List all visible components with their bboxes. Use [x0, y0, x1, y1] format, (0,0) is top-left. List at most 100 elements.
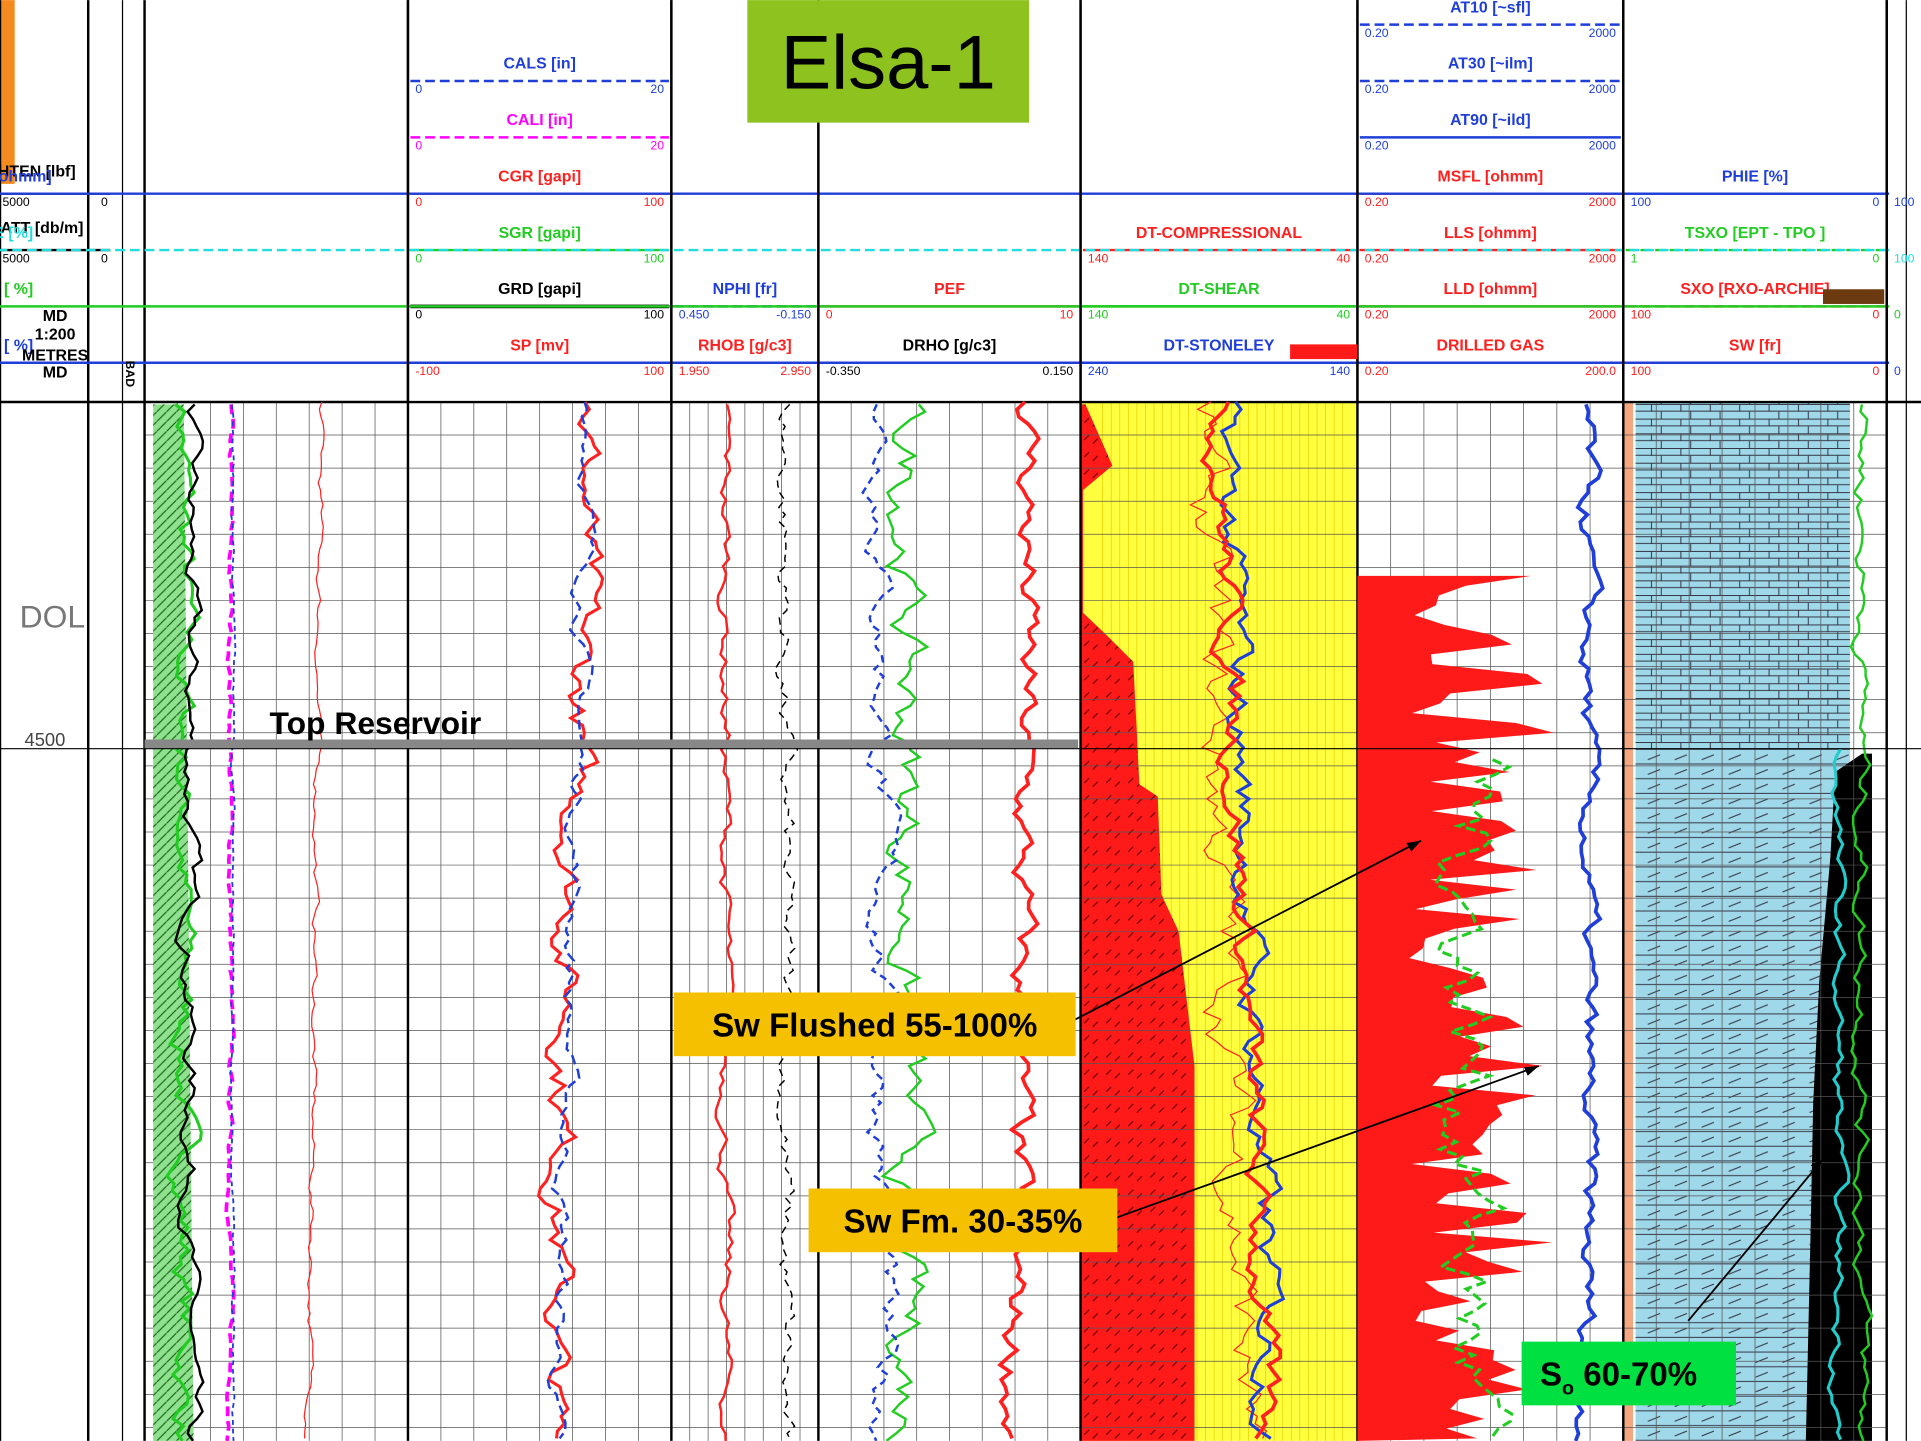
- curve-name: DT-SHEAR: [1178, 281, 1260, 298]
- scale-left: 1.950: [679, 364, 710, 378]
- curve-name: VSH [ %]: [0, 338, 33, 355]
- curve-name: EATT [db/m]: [0, 220, 83, 237]
- depth-label: 4500: [25, 729, 66, 750]
- scale-right: 0.150: [1043, 364, 1074, 378]
- title: Elsa-1: [781, 20, 996, 105]
- header-cover: [1624, 0, 1886, 401]
- curve-name: MSFL [ohmm]: [1437, 168, 1543, 185]
- scale-right: 40: [1336, 308, 1350, 322]
- gas-legend: [1290, 344, 1358, 360]
- scale-right: 200.0: [1585, 364, 1616, 378]
- scale-left: 100: [1631, 195, 1652, 209]
- scale-right: 0: [101, 195, 108, 209]
- scale-left: 0.20: [1365, 308, 1389, 322]
- scale-left: 0: [415, 139, 422, 153]
- scale-left: 0: [1894, 364, 1901, 378]
- accent-bar: [0, 0, 15, 184]
- log-curve: [303, 401, 325, 1439]
- curve-name: DRHO [g/c3]: [903, 338, 997, 355]
- log-curve: [772, 403, 799, 1441]
- scale-left: 0: [826, 308, 833, 322]
- gr-fill: [153, 404, 194, 1441]
- scale-left: 0.20: [1365, 139, 1389, 153]
- scale-left: 0: [415, 308, 422, 322]
- scale-right: 20: [650, 82, 664, 96]
- arrow-head: [1524, 1065, 1539, 1076]
- scale-left: 0: [415, 251, 422, 265]
- scale-right: 2000: [1589, 251, 1616, 265]
- curve-name: SGR [gapi]: [499, 225, 581, 242]
- log-curve: [1826, 747, 1851, 1441]
- depth-header: MD: [43, 308, 68, 325]
- lithology-edge: [1623, 401, 1634, 1441]
- scale-right: -0.150: [776, 308, 811, 322]
- scale-left: 5000: [2, 195, 29, 209]
- scale-right: 100: [644, 251, 665, 265]
- curve-name: SW [fr]: [1729, 338, 1781, 355]
- curve-name: PHIE [%]: [1722, 168, 1788, 185]
- curve-name: LLD [ohmm]: [1444, 281, 1538, 298]
- curve-name: HTEN [lbf]: [0, 164, 76, 181]
- scale-right: 0: [1873, 308, 1880, 322]
- scale-left: -0.350: [826, 364, 861, 378]
- scale-right: 100: [644, 195, 665, 209]
- curve-name: CGR [gapi]: [498, 168, 581, 185]
- callout-box: [1521, 1341, 1737, 1406]
- scale-right: 2000: [1589, 26, 1616, 40]
- log-curve: [229, 404, 237, 1441]
- scale-left: 100: [1631, 364, 1652, 378]
- callout-subscript: o: [1562, 1377, 1574, 1399]
- header-cover: [1081, 0, 1357, 401]
- scale-left: 140: [1088, 308, 1109, 322]
- curve-name: PEF: [934, 281, 965, 298]
- curve-name: RHOB [g/c3]: [698, 338, 792, 355]
- curve-name: CALI [in]: [507, 112, 573, 129]
- scale-left: 140: [1088, 251, 1109, 265]
- scale-right: 10: [1060, 308, 1074, 322]
- curve-name: SP [mv]: [510, 338, 569, 355]
- scale-right: 2000: [1589, 195, 1616, 209]
- scale-left: 0.20: [1365, 364, 1389, 378]
- scale-right: 2000: [1589, 82, 1616, 96]
- callouts: Sw Flushed 55-100% Sw Fm. 30-35% So 60-7…: [673, 839, 1824, 1406]
- scale-left: 5000: [2, 251, 29, 265]
- scale-left: 100: [1631, 308, 1652, 322]
- arrow-head: [1810, 1159, 1823, 1172]
- callout-symbol: S: [1540, 1357, 1562, 1394]
- scale-left: -100: [415, 364, 440, 378]
- log-curve: [173, 403, 205, 1441]
- header-cover: [409, 0, 671, 401]
- depth-header: MD: [43, 364, 68, 381]
- scale-right: 100: [644, 308, 665, 322]
- header-cover: [1358, 0, 1623, 401]
- curve-name: DRILLED GAS: [1436, 338, 1544, 355]
- curve-name: CALS [in]: [503, 56, 575, 73]
- scale-right: 0: [1873, 251, 1880, 265]
- scale-left: 0: [415, 195, 422, 209]
- curve-name: GRD [gapi]: [498, 281, 581, 298]
- flag-label: BAD: [123, 361, 137, 388]
- scale-left: 0.20: [1365, 82, 1389, 96]
- depth-header: METRES: [22, 347, 88, 364]
- curve-name: AT90 [~ild]: [1450, 112, 1531, 129]
- log-curve: [224, 404, 236, 1441]
- arrow-head: [1406, 840, 1422, 852]
- scale-right: 2.950: [780, 364, 811, 378]
- scale-right: 2000: [1589, 308, 1616, 322]
- title-box: [747, 0, 1030, 123]
- log-curve: [861, 403, 903, 1441]
- scale-right: 0: [1873, 195, 1880, 209]
- log-curve: [1849, 404, 1874, 1441]
- marker-label: Top Reservoir: [270, 705, 482, 741]
- scale-left: 240: [1088, 364, 1109, 378]
- callout-box: [673, 992, 1076, 1057]
- scale-left: 1: [1631, 251, 1638, 265]
- callout-text: So 60-70%: [1540, 1357, 1697, 1400]
- header: HTEN [lbf] 5000 0 EATT [db/m] 5000 0 CALS [in]…: [0, 0, 1915, 402]
- curve-name: LLS [ohmm]: [1444, 225, 1537, 242]
- curve-name: PHIE [%]: [0, 225, 33, 242]
- log-curve: [546, 401, 597, 1440]
- vsh-legend: [1822, 289, 1885, 304]
